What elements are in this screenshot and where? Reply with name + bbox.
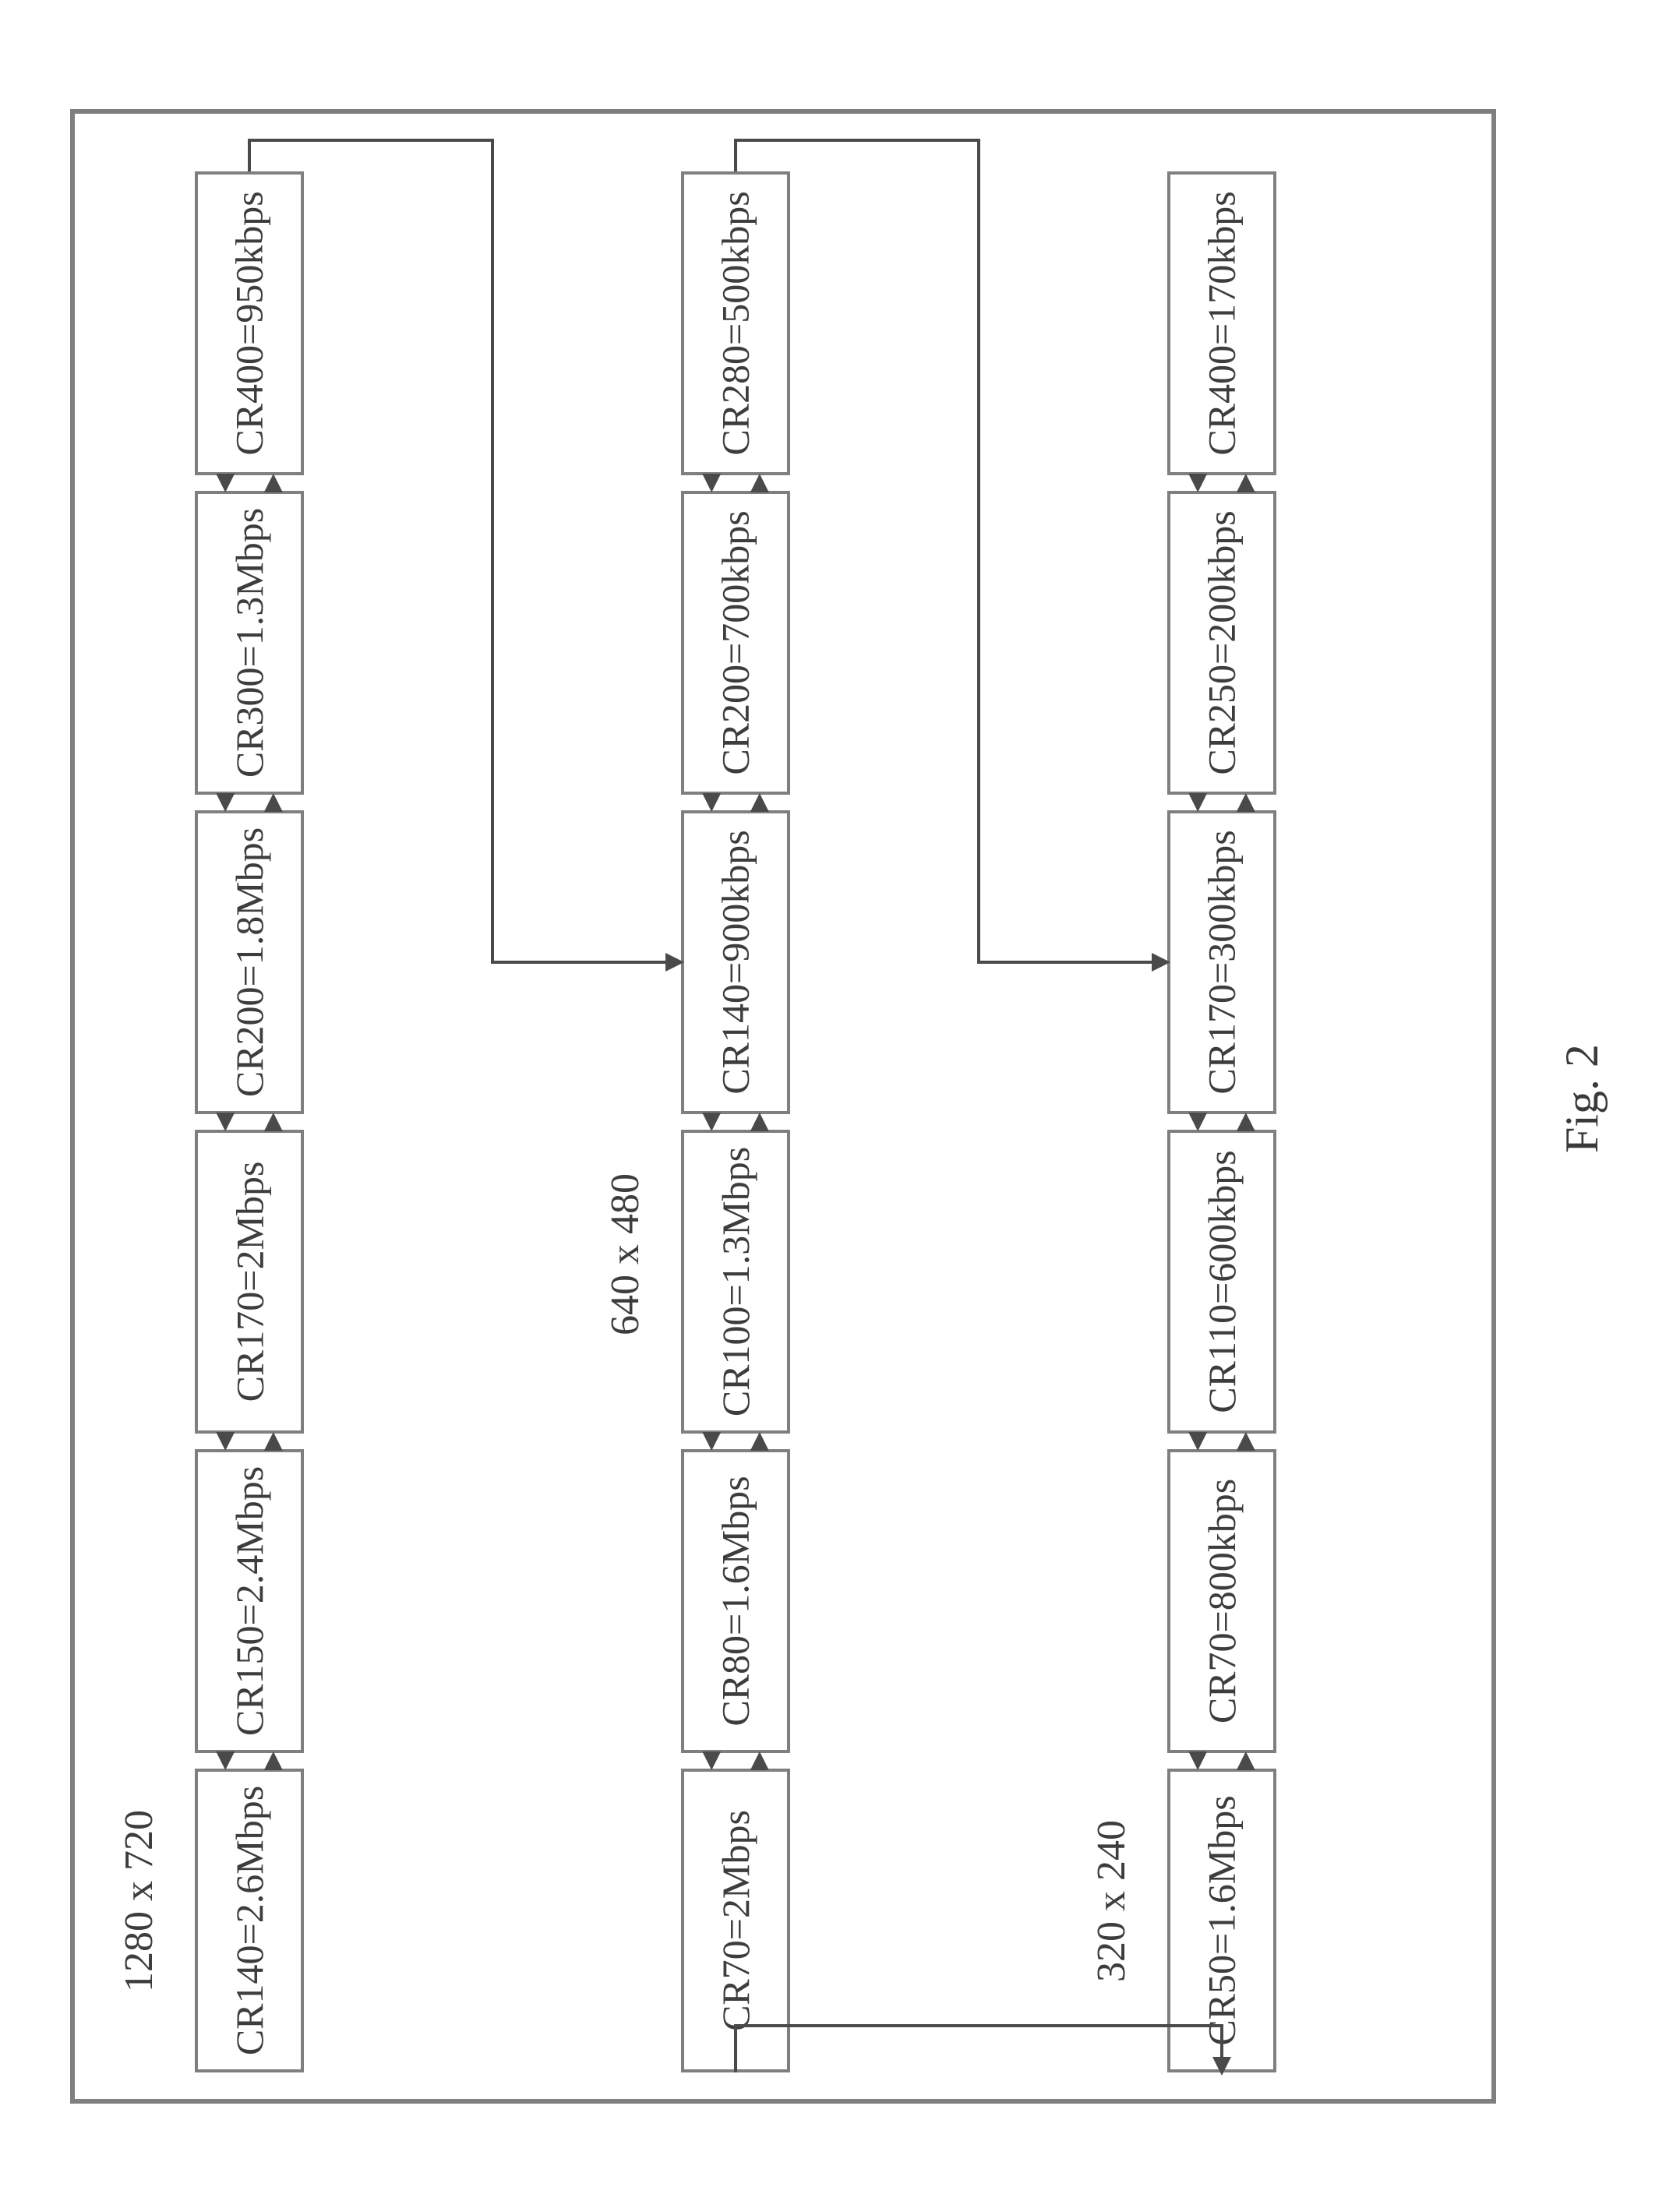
node-c2-r0: CR50=1.6Mbps (1167, 1769, 1276, 2072)
node-label: CR400=950kbps (227, 191, 272, 455)
node-c1-r2: CR100=1.3Mbps (681, 1130, 790, 1434)
node-c0-r5: CR400=950kbps (195, 171, 304, 475)
col-header-0: 1280 x 720 (111, 1745, 166, 2057)
node-label: CR140=900kbps (713, 830, 758, 1094)
node-c1-r5: CR280=500kbps (681, 171, 790, 475)
node-c0-r2: CR170=2Mbps (195, 1130, 304, 1434)
node-c2-r5: CR400=170kbps (1167, 171, 1276, 475)
node-c0-r0: CR140=2.6Mbps (195, 1769, 304, 2072)
node-c1-r0: CR70=2Mbps (681, 1769, 790, 2072)
node-label: CR280=500kbps (713, 191, 758, 455)
node-label: CR50=1.6Mbps (1199, 1795, 1244, 2045)
node-c1-r4: CR200=700kbps (681, 491, 790, 795)
node-label: CR70=800kbps (1199, 1479, 1244, 1723)
col-header-1: 640 x 480 (598, 1099, 652, 1410)
node-c0-r1: CR150=2.4Mbps (195, 1449, 304, 1753)
node-label: CR150=2.4Mbps (227, 1466, 272, 1736)
node-label: CR200=1.8Mbps (227, 827, 272, 1097)
node-label: CR300=1.3Mbps (227, 508, 272, 778)
node-label: CR80=1.6Mbps (713, 1476, 758, 1726)
node-label: CR170=2Mbps (227, 1162, 272, 1402)
node-c0-r4: CR300=1.3Mbps (195, 491, 304, 795)
node-label: CR170=300kbps (1199, 830, 1244, 1094)
node-c0-r3: CR200=1.8Mbps (195, 810, 304, 1114)
node-c2-r1: CR70=800kbps (1167, 1449, 1276, 1753)
node-label: CR200=700kbps (713, 510, 758, 774)
node-label: CR100=1.3Mbps (713, 1147, 758, 1416)
node-label: CR140=2.6Mbps (227, 1786, 272, 2055)
node-c2-r2: CR110=600kbps (1167, 1130, 1276, 1434)
node-label: CR400=170kbps (1199, 191, 1244, 455)
node-label: CR70=2Mbps (713, 1810, 758, 2031)
node-c1-r1: CR80=1.6Mbps (681, 1449, 790, 1753)
figure-stage: 1280 x 720 640 x 480 320 x 240 CR140=2.6… (0, 0, 1680, 2194)
node-label: CR250=200kbps (1199, 510, 1244, 774)
node-c1-r3: CR140=900kbps (681, 810, 790, 1114)
node-label: CR110=600kbps (1199, 1150, 1244, 1413)
node-c2-r4: CR250=200kbps (1167, 491, 1276, 795)
node-c2-r3: CR170=300kbps (1167, 810, 1276, 1114)
figure-caption: Fig. 2 (1551, 982, 1613, 1215)
col-header-2: 320 x 240 (1084, 1745, 1138, 2057)
